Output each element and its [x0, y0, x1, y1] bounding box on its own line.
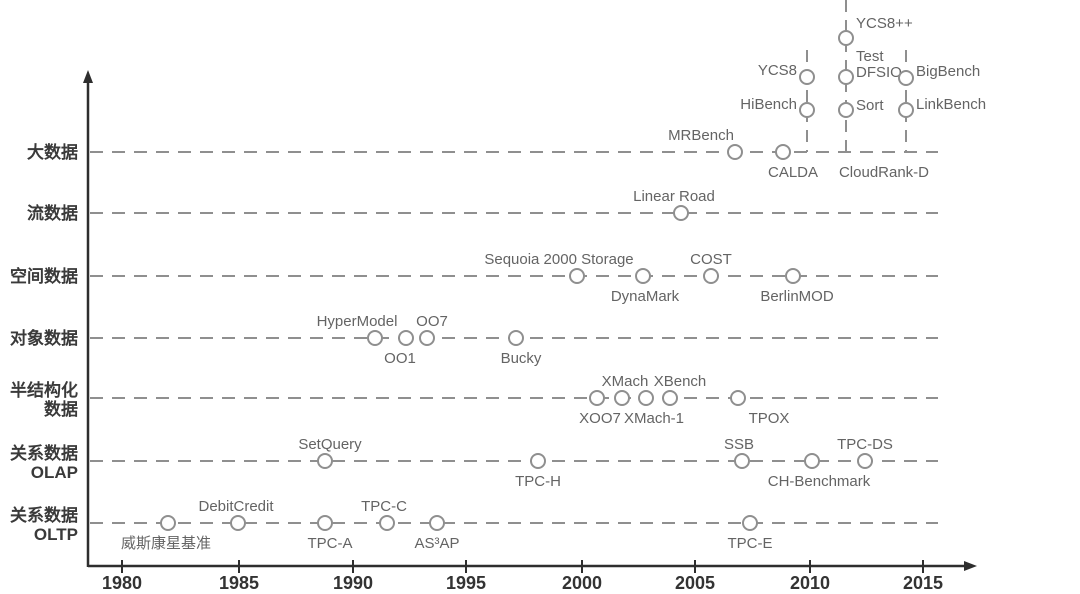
point-label-BigBench: BigBench	[916, 63, 980, 80]
x-axis-arrow	[964, 561, 977, 571]
data-point-TPC-DS	[857, 453, 873, 469]
data-point-SSB	[734, 453, 750, 469]
x-tick-label-1985: 1985	[219, 573, 259, 593]
data-point-TPC-H	[530, 453, 546, 469]
point-label-OO1: OO1	[384, 350, 416, 367]
row-label-stream: 流数据	[27, 203, 78, 223]
data-point-YCS8++	[838, 30, 854, 46]
point-label-XBench: XBench	[654, 373, 707, 390]
data-point-XBench	[662, 390, 678, 406]
row-label-object: 对象数据	[10, 328, 78, 348]
data-point-YCS8	[799, 69, 815, 85]
data-point-TPOX	[730, 390, 746, 406]
point-label-OO7: OO7	[416, 313, 448, 330]
point-label-SSB: SSB	[724, 436, 754, 453]
point-label-Linear Road: Linear Road	[633, 188, 715, 205]
point-label-COST: COST	[690, 251, 732, 268]
point-label-XMach-1: XMach-1	[624, 410, 684, 427]
point-label-TPC-C: TPC-C	[361, 498, 407, 515]
point-label-XMach: XMach	[602, 373, 649, 390]
data-point-OO1	[398, 330, 414, 346]
point-label-CH-Benchmark: CH-Benchmark	[768, 473, 871, 490]
data-point-AS³AP	[429, 515, 445, 531]
point-label-MRBench: MRBench	[668, 127, 734, 144]
row-label-oltp: 关系数据 OLTP	[10, 505, 78, 544]
point-label-Bucky: Bucky	[501, 350, 542, 367]
point-label-YCS8++: YCS8++	[856, 15, 913, 32]
data-point-TPC-A	[317, 515, 333, 531]
data-point-CALDA	[775, 144, 791, 160]
point-label-HiBench: HiBench	[740, 96, 797, 113]
x-tick-label-2015: 2015	[903, 573, 943, 593]
x-tick-label-2000: 2000	[562, 573, 602, 593]
point-label-AS³AP: AS³AP	[414, 535, 459, 552]
point-label-Sequoia 2000 Storage: Sequoia 2000 Storage	[484, 251, 633, 268]
x-tick-label-2005: 2005	[675, 573, 715, 593]
point-label-DebitCredit: DebitCredit	[198, 498, 274, 515]
point-label-威斯康星基准: 威斯康星基准	[121, 535, 211, 552]
point-label-BerlinMOD: BerlinMOD	[760, 288, 834, 305]
point-label-CALDA: CALDA	[768, 164, 818, 181]
point-label-YCS8: YCS8	[758, 62, 797, 79]
row-label-spatial: 空间数据	[10, 266, 78, 286]
point-label-Sort: Sort	[856, 97, 884, 114]
data-point-Sequoia 2000 Storage	[569, 268, 585, 284]
y-axis-arrow	[83, 70, 93, 83]
point-label-TPC-E: TPC-E	[728, 535, 773, 552]
row-label-olap: 关系数据 OLAP	[10, 443, 78, 482]
data-point-Sort	[838, 102, 854, 118]
data-point-HiBench	[799, 102, 815, 118]
data-point-XMach	[614, 390, 630, 406]
data-point-LinkBench	[898, 102, 914, 118]
point-label-TPC-A: TPC-A	[308, 535, 353, 552]
data-point-XMach-1	[638, 390, 654, 406]
data-point-Bucky	[508, 330, 524, 346]
x-tick-label-2010: 2010	[790, 573, 830, 593]
point-label-TPC-DS: TPC-DS	[837, 436, 893, 453]
point-label-LinkBench: LinkBench	[916, 96, 986, 113]
point-label-Test DFSIO: Test DFSIO	[856, 48, 902, 81]
point-label-XOO7: XOO7	[579, 410, 621, 427]
data-point-TPC-E	[742, 515, 758, 531]
x-tick-label-1980: 1980	[102, 573, 142, 593]
data-point-Test DFSIO	[838, 69, 854, 85]
data-point-TPC-C	[379, 515, 395, 531]
point-label-TPOX: TPOX	[749, 410, 790, 427]
x-tick-label-1995: 1995	[446, 573, 486, 593]
point-label-CloudRank-D: CloudRank-D	[839, 164, 929, 181]
point-label-TPC-H: TPC-H	[515, 473, 561, 490]
data-point-DynaMark	[635, 268, 651, 284]
data-point-OO7	[419, 330, 435, 346]
row-label-bigdata: 大数据	[27, 142, 78, 162]
x-tick-label-1990: 1990	[333, 573, 373, 593]
data-point-COST	[703, 268, 719, 284]
data-point-MRBench	[727, 144, 743, 160]
data-point-CH-Benchmark	[804, 453, 820, 469]
data-point-DebitCredit	[230, 515, 246, 531]
data-point-威斯康星基准	[160, 515, 176, 531]
data-point-SetQuery	[317, 453, 333, 469]
data-point-BigBench	[898, 70, 914, 86]
point-label-SetQuery: SetQuery	[298, 436, 362, 453]
data-point-BerlinMOD	[785, 268, 801, 284]
point-label-DynaMark: DynaMark	[611, 288, 680, 305]
row-label-semi: 半结构化数据	[10, 380, 78, 419]
data-point-XOO7	[589, 390, 605, 406]
data-point-Linear Road	[673, 205, 689, 221]
data-point-HyperModel	[367, 330, 383, 346]
point-label-HyperModel: HyperModel	[317, 313, 398, 330]
